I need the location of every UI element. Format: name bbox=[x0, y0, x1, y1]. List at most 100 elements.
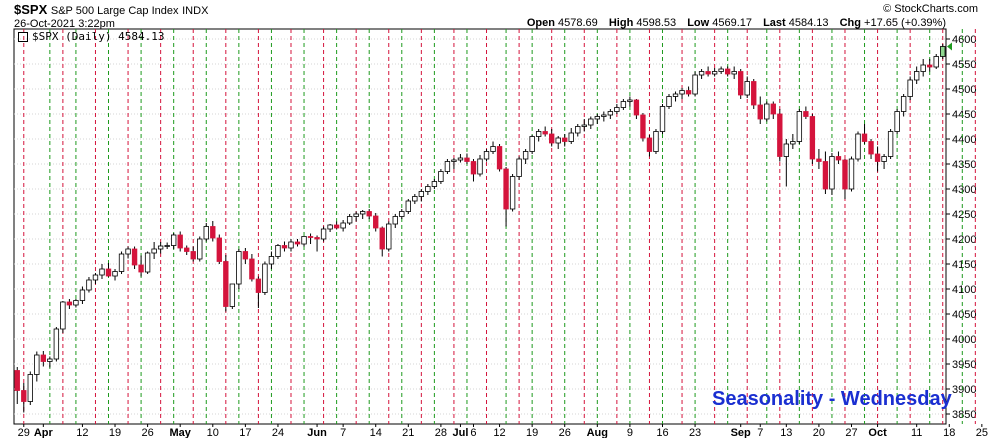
candle-up bbox=[887, 131, 894, 157]
candle-up bbox=[275, 245, 281, 257]
candle-up bbox=[607, 111, 614, 116]
candle-up bbox=[620, 101, 627, 108]
candle-up bbox=[451, 159, 457, 162]
candle-down bbox=[190, 251, 196, 260]
candle-up bbox=[711, 71, 718, 75]
candle-up bbox=[477, 158, 483, 175]
x-tick-label: 26 bbox=[559, 427, 571, 438]
candle-down bbox=[685, 90, 692, 95]
candle-down bbox=[249, 258, 255, 280]
candle-down bbox=[373, 215, 379, 229]
y-tick-label: 4350 bbox=[952, 159, 976, 171]
candle-down bbox=[66, 301, 73, 306]
symbol-title: $SPX S&P 500 Large Cap Index INDX bbox=[14, 2, 208, 17]
candle-down bbox=[874, 153, 881, 162]
y-tick-label: 3900 bbox=[952, 384, 976, 396]
candle-down bbox=[868, 141, 874, 155]
candle-up bbox=[353, 213, 359, 217]
candle-up bbox=[340, 222, 346, 229]
x-tick-label: 28 bbox=[435, 427, 447, 438]
candle-up bbox=[894, 111, 900, 132]
candle-up bbox=[666, 96, 672, 107]
legend-text: $SPX (Daily) 4584.13 bbox=[32, 30, 165, 43]
candle-up bbox=[614, 107, 620, 112]
candle-up bbox=[764, 103, 770, 120]
candle-down bbox=[562, 137, 568, 142]
candle-up bbox=[535, 131, 542, 137]
y-tick-label: 4450 bbox=[952, 109, 976, 121]
seasonality-annotation: Seasonality - Wednesday bbox=[712, 388, 952, 410]
y-tick-label: 4150 bbox=[952, 259, 976, 271]
candle-down bbox=[131, 248, 138, 266]
candle-up bbox=[236, 251, 242, 285]
candle-up bbox=[425, 186, 431, 192]
candle-up bbox=[327, 224, 333, 230]
candle-up bbox=[907, 79, 913, 97]
x-tick-label: 24 bbox=[272, 427, 284, 438]
y-tick-label: 4050 bbox=[952, 309, 976, 321]
candle-down bbox=[861, 133, 868, 142]
high-label: High bbox=[608, 17, 634, 29]
candle-up bbox=[144, 252, 151, 273]
candle-up bbox=[653, 131, 659, 152]
candle-up bbox=[346, 216, 353, 224]
candle-down bbox=[724, 68, 731, 75]
candle-down bbox=[842, 159, 848, 190]
candle-up bbox=[601, 114, 607, 117]
candle-up bbox=[418, 191, 425, 197]
candle-up bbox=[60, 301, 66, 330]
last-price-marker bbox=[947, 42, 952, 51]
x-tick-label: 29 bbox=[18, 427, 30, 438]
candle-up bbox=[386, 223, 392, 250]
x-tick-label: 17 bbox=[239, 427, 251, 438]
candle-up bbox=[268, 256, 275, 265]
x-tick-label: Sep bbox=[731, 427, 751, 438]
y-tick-label: 4200 bbox=[952, 234, 976, 246]
candle-down bbox=[223, 261, 229, 307]
candle-up bbox=[672, 93, 679, 97]
y-tick-label: 4600 bbox=[952, 34, 976, 46]
candle-up bbox=[438, 171, 444, 182]
candle-up bbox=[457, 157, 464, 161]
candle-up bbox=[692, 74, 698, 95]
candle-up bbox=[920, 64, 926, 72]
candle-up bbox=[718, 68, 724, 72]
candle-up bbox=[288, 241, 294, 249]
y-tick-label: 4250 bbox=[952, 209, 976, 221]
candle-down bbox=[822, 161, 829, 190]
open-value: 4578.69 bbox=[558, 17, 598, 29]
candle-up bbox=[229, 283, 236, 307]
candle-down bbox=[705, 71, 711, 75]
candle-up bbox=[516, 158, 522, 177]
candle-down bbox=[549, 133, 555, 144]
candle-down bbox=[542, 131, 548, 135]
candle-down bbox=[184, 247, 190, 252]
y-tick-label: 4500 bbox=[952, 84, 976, 96]
x-tick-label: Jun bbox=[307, 427, 327, 438]
candle-up bbox=[405, 200, 411, 212]
candle-up bbox=[522, 151, 529, 160]
candle-up bbox=[73, 300, 79, 306]
candle-down bbox=[105, 268, 112, 277]
candle-down bbox=[210, 226, 216, 239]
chg-value: +17.65 (+0.39%) bbox=[864, 17, 946, 29]
candle-up bbox=[731, 71, 737, 75]
candle-up bbox=[555, 137, 561, 144]
x-tick-label: 26 bbox=[141, 427, 153, 438]
candle-up bbox=[320, 228, 327, 240]
y-tick-label: 3950 bbox=[952, 359, 976, 371]
x-tick-label: 19 bbox=[109, 427, 121, 438]
high-value: 4598.53 bbox=[636, 17, 677, 29]
candle-up bbox=[490, 146, 496, 152]
candle-up bbox=[79, 289, 86, 301]
x-tick-label: 7 bbox=[340, 427, 346, 438]
candle-down bbox=[770, 103, 776, 115]
candle-up bbox=[112, 271, 118, 277]
x-tick-label: 21 bbox=[402, 427, 414, 438]
brand-link[interactable]: © StockCharts.com bbox=[883, 3, 978, 15]
x-tick-label: 12 bbox=[76, 427, 88, 438]
exchange: INDX bbox=[182, 5, 209, 17]
candle-up bbox=[855, 133, 861, 160]
chart-legend: $SPX (Daily) 4584.13 bbox=[18, 30, 164, 43]
